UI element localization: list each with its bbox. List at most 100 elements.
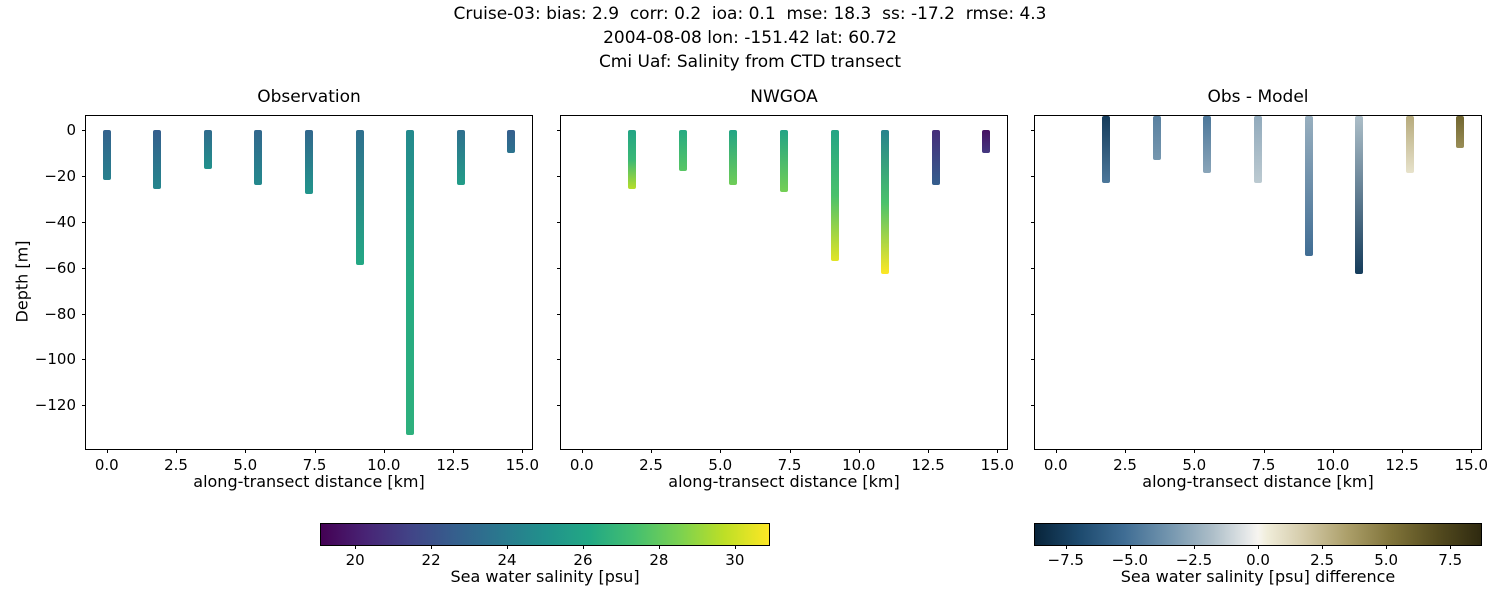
x-tick-label: 5.0 <box>233 456 258 474</box>
y-tick-label: −60 <box>44 258 76 277</box>
ctd-cast <box>628 129 637 190</box>
colorbar-tick-mark <box>582 545 584 549</box>
colorbar-tick-mark <box>1065 545 1067 549</box>
x-tick-mark <box>997 449 999 453</box>
x-tick-mark <box>1402 449 1404 453</box>
x-tick-label: 7.5 <box>1251 456 1276 474</box>
x-tick-label: 0.0 <box>1043 456 1068 474</box>
colorbar-tick-mark <box>1322 545 1324 549</box>
x-tick-label: 12.5 <box>1385 456 1419 474</box>
y-tick-label: −80 <box>44 304 76 323</box>
ctd-cast <box>406 129 415 436</box>
colorbar-difference: −7.5 −5.0 −2.5 0.0 2.5 5.0 7.5 <box>1034 523 1482 569</box>
colorbar-tick-mark <box>1386 545 1388 549</box>
ctd-cast <box>305 129 313 195</box>
ctd-cast <box>1456 116 1465 149</box>
colorbar-salinity: 20 22 24 26 28 30 <box>320 523 770 569</box>
y-tick-mark <box>557 221 561 223</box>
ctd-cast <box>507 129 516 153</box>
colorbar-tick-label: −7.5 <box>1047 551 1084 569</box>
colorbar-tick-mark <box>1193 545 1195 549</box>
ctd-cast <box>254 129 263 185</box>
suptitle-variable: Cmi Uaf: Salinity from CTD transect <box>598 52 902 72</box>
axes-obs-minus-model: 0.0 2.5 5.0 7.5 10.0 12.5 15.0 <box>1031 115 1488 474</box>
colorbar-tick-mark <box>734 545 736 549</box>
ctd-cast <box>203 129 212 169</box>
x-tick-label: 15.0 <box>1454 456 1488 474</box>
x-tick-mark <box>1055 449 1057 453</box>
colorbar-tick-label: −2.5 <box>1175 551 1213 569</box>
ctd-cast <box>1355 116 1364 275</box>
ctd-cast <box>355 129 364 266</box>
y-tick-mark <box>557 405 561 407</box>
ctd-cast <box>729 129 738 185</box>
x-tick-mark <box>176 449 178 453</box>
ctd-cast <box>153 129 162 190</box>
x-tick-mark <box>245 449 247 453</box>
colorbar-tick-mark <box>1258 545 1259 549</box>
y-tick-mark <box>1031 221 1035 223</box>
panel-title-observation: Observation <box>257 87 361 107</box>
x-tick-label: 0.0 <box>569 456 594 474</box>
colorbar-tick-label: 30 <box>725 551 745 569</box>
x-axis-label-observation: along-transect distance [km] <box>193 472 425 491</box>
suptitle-metrics: Cruise-03: bias: 2.9 corr: 0.2 ioa: 0.1 … <box>453 4 1047 24</box>
colorbar-tick-label: 28 <box>649 551 669 569</box>
x-axis-label-obs-minus-model: along-transect distance [km] <box>1142 472 1374 491</box>
y-tick-mark <box>1031 175 1035 177</box>
ctd-cast <box>830 129 839 261</box>
y-tick-mark <box>82 267 86 269</box>
y-tick-mark <box>557 129 561 131</box>
ctd-cast <box>931 129 940 185</box>
y-tick-label: 0 <box>66 120 76 139</box>
ctd-cast <box>102 129 111 181</box>
x-tick-mark <box>453 449 455 453</box>
y-tick-mark <box>557 267 561 269</box>
axes-nwgoa: 0.0 2.5 5.0 7.5 10.0 12.5 15.0 <box>557 115 1014 474</box>
ctd-cast <box>1405 116 1414 174</box>
y-tick-mark <box>82 313 86 315</box>
x-tick-mark <box>858 449 860 453</box>
x-tick-label: 10.0 <box>367 456 401 474</box>
y-tick-mark <box>557 175 561 177</box>
x-tick-label: 5.0 <box>1182 456 1207 474</box>
x-tick-label: 12.5 <box>436 456 470 474</box>
ctd-cast <box>456 129 465 185</box>
colorbar-label-salinity: Sea water salinity [psu] <box>450 567 640 586</box>
colorbar-tick-label: 26 <box>573 551 593 569</box>
x-tick-label: 2.5 <box>164 456 188 474</box>
x-tick-mark <box>522 449 524 453</box>
x-tick-label: 10.0 <box>842 456 876 474</box>
colorbar-tick-mark <box>658 545 660 549</box>
x-tick-mark <box>928 449 930 453</box>
ctd-cast <box>982 129 991 153</box>
y-tick-mark <box>557 359 561 361</box>
x-tick-mark <box>106 449 108 453</box>
y-tick-mark <box>1031 267 1035 269</box>
x-tick-label: 15.0 <box>980 456 1014 474</box>
panel-title-nwgoa: NWGOA <box>750 87 818 107</box>
y-tick-label: −120 <box>34 396 76 415</box>
y-axis-label: Depth [m] <box>12 240 32 323</box>
y-tick-mark <box>82 359 86 361</box>
ctd-cast <box>678 129 687 172</box>
colorbar-tick-mark <box>507 545 509 549</box>
x-tick-mark <box>1263 449 1265 453</box>
x-tick-mark <box>314 449 316 453</box>
y-tick-label: −40 <box>44 212 76 231</box>
y-tick-mark <box>1031 359 1035 361</box>
ctd-cast <box>1254 116 1262 183</box>
x-tick-mark <box>1194 449 1196 453</box>
x-tick-label: 10.0 <box>1316 456 1350 474</box>
colorbar-tick-mark <box>355 545 357 549</box>
x-tick-mark <box>1125 449 1127 453</box>
ctd-cast <box>1102 116 1111 183</box>
colorbar-tick-label: 0.0 <box>1246 551 1270 569</box>
colorbar-tick-label: 20 <box>345 551 365 569</box>
colorbar-tick-label: −5.0 <box>1111 551 1149 569</box>
x-tick-label: 15.0 <box>505 456 539 474</box>
y-tick-mark <box>82 221 86 223</box>
x-tick-label: 0.0 <box>94 456 119 474</box>
x-tick-mark <box>789 449 791 453</box>
